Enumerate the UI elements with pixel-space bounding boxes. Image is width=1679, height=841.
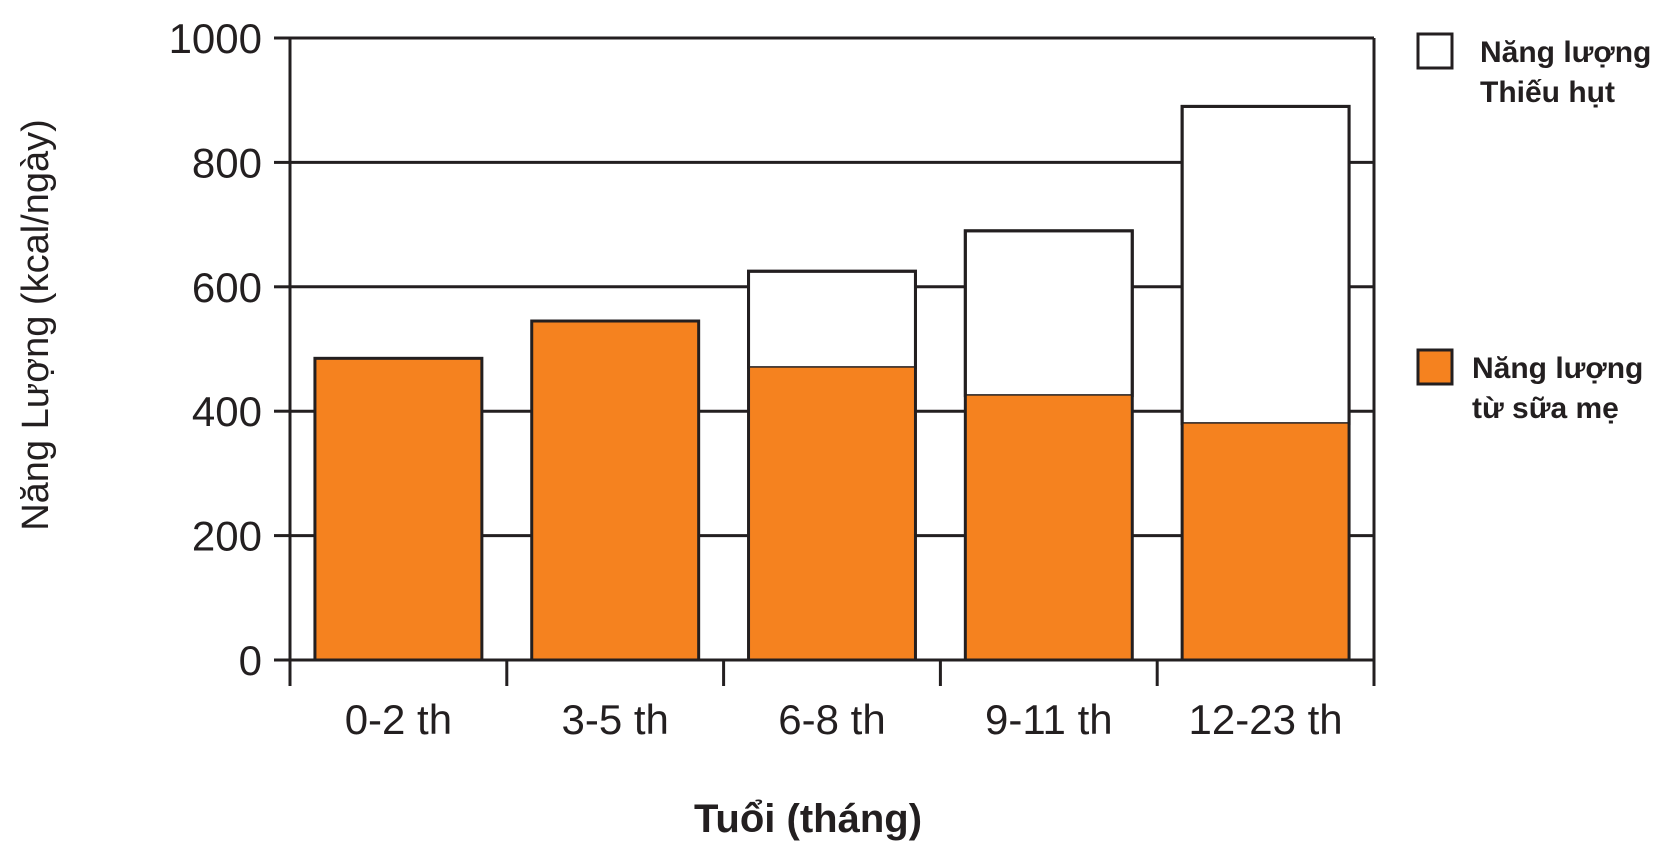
x-axis-title: Tuổi (tháng) bbox=[694, 797, 922, 841]
y-tick-label-200: 200 bbox=[192, 513, 262, 560]
legend-swatch-gap bbox=[1416, 32, 1454, 70]
bar-4-breastmilk-segment bbox=[965, 395, 1133, 660]
y-tick-label-400: 400 bbox=[192, 388, 262, 435]
y-tick-label-0: 0 bbox=[239, 637, 262, 684]
legend-label-breastmilk-line2: từ sữa mẹ bbox=[1472, 392, 1619, 425]
bar-2-breastmilk-segment bbox=[531, 321, 699, 660]
x-tick-label-1: 0-2 th bbox=[345, 696, 452, 743]
x-tick-label-2: 3-5 th bbox=[561, 696, 668, 743]
legend: Năng lượng Thiếu hụt Năng lượng từ sữa m… bbox=[1416, 32, 1651, 425]
y-tick-labels: 0 200 400 600 800 1000 bbox=[169, 15, 262, 684]
y-tick-label-1000: 1000 bbox=[169, 15, 262, 62]
bar-5-gap-segment bbox=[1180, 104, 1351, 426]
y-tick-label-600: 600 bbox=[192, 264, 262, 311]
x-tick-labels: 0-2 th 3-5 th 6-8 th 9-11 th 12-23 th bbox=[345, 696, 1343, 743]
bar-3-breastmilk-segment bbox=[748, 367, 916, 660]
legend-label-breastmilk-line1: Năng lượng bbox=[1472, 352, 1643, 385]
bar-5-breastmilk-segment bbox=[1182, 423, 1350, 660]
bars bbox=[313, 104, 1351, 662]
legend-item-breastmilk: Năng lượng từ sữa mẹ bbox=[1416, 348, 1643, 425]
y-tick-label-800: 800 bbox=[192, 139, 262, 186]
legend-item-gap: Năng lượng Thiếu hụt bbox=[1416, 32, 1651, 109]
legend-swatch-breastmilk bbox=[1416, 348, 1454, 386]
legend-label-gap-line2: Thiếu hụt bbox=[1480, 76, 1615, 109]
x-tick-label-4: 9-11 th bbox=[985, 696, 1113, 743]
legend-label-gap-line1: Năng lượng bbox=[1480, 36, 1651, 69]
x-tick-label-3: 6-8 th bbox=[778, 696, 885, 743]
y-axis-title: Năng Lượng (kcal/ngày) bbox=[15, 119, 57, 531]
bar-3-gap-segment bbox=[747, 269, 917, 370]
bar-4-gap-segment bbox=[963, 229, 1134, 398]
axes bbox=[274, 36, 1376, 686]
bar-1-breastmilk-segment bbox=[314, 358, 482, 660]
x-tick-label-5: 12-23 th bbox=[1189, 696, 1343, 743]
